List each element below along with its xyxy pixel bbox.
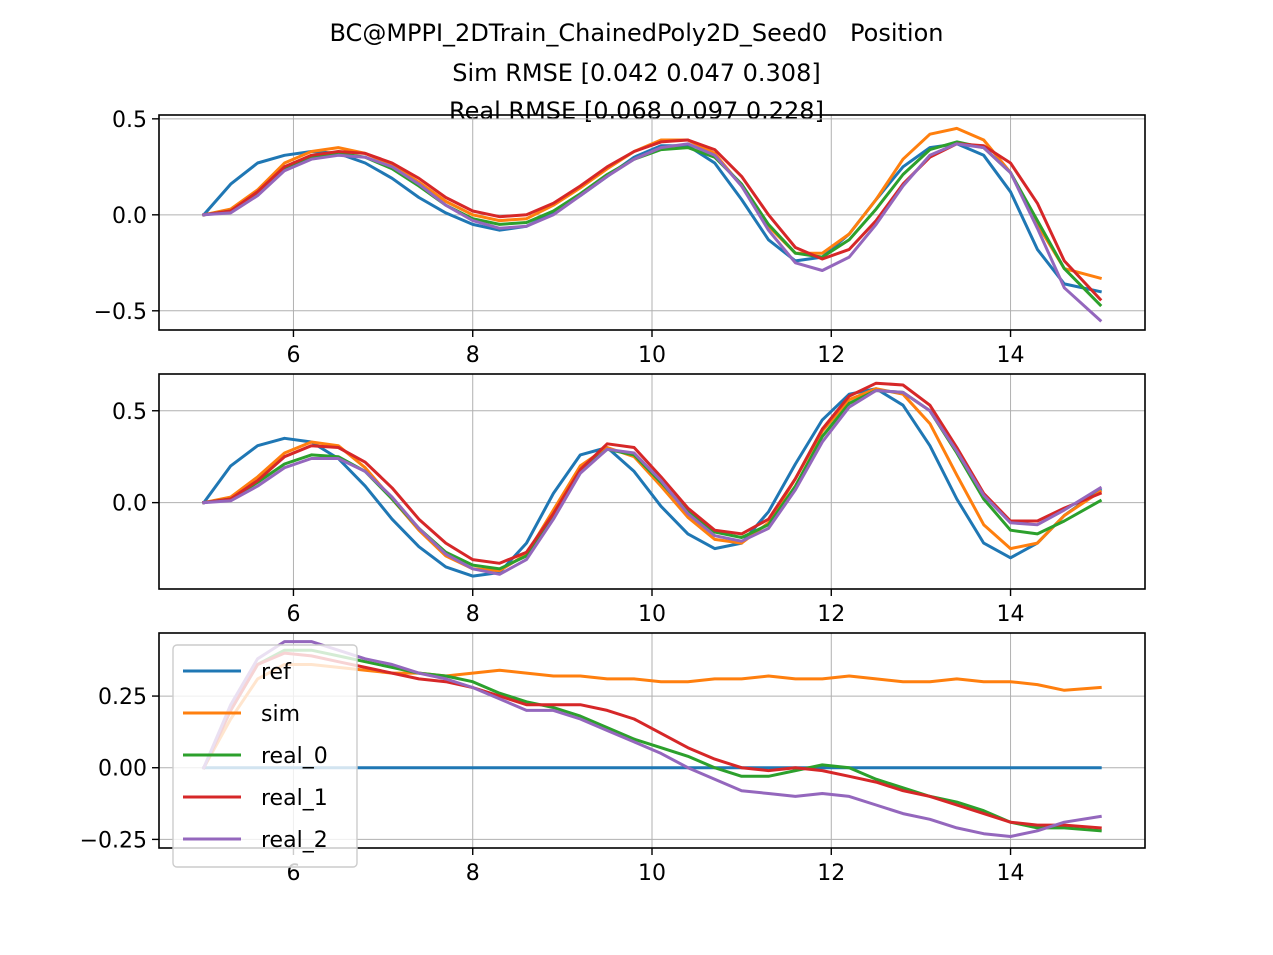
y-tick-label: 0.5 (112, 108, 147, 133)
series-group (201, 381, 1103, 578)
legend-label-sim: sim (261, 702, 300, 727)
x-tick-label: 10 (638, 602, 666, 627)
x-tick-label: 8 (466, 343, 480, 368)
x-tick-label: 10 (638, 861, 666, 886)
legend-label-real_1: real_1 (261, 786, 328, 811)
series-line-ref (201, 387, 1103, 578)
x-tick-label: 6 (286, 602, 300, 627)
figure-title-line-2: Sim RMSE [0.042 0.047 0.308] (452, 59, 821, 87)
legend-label-ref: ref (261, 660, 292, 685)
figure-title-line-3: Real RMSE [0.068 0.097 0.228] (449, 97, 824, 125)
x-tick-label: 12 (817, 861, 845, 886)
y-tick-label: 0.0 (112, 204, 147, 229)
legend: ref sim real_0 real_1 real_2 (172, 644, 358, 868)
legend-label-real_0: real_0 (261, 744, 328, 769)
series-line-real_2 (202, 389, 1103, 576)
figure-title-line-1: BC@MPPI_2DTrain_ChainedPoly2D_Seed0 Posi… (329, 19, 944, 47)
y-tick-label: 0.0 (112, 492, 147, 517)
y-tick-label: −0.25 (80, 828, 147, 853)
y-tick-label: 0.00 (98, 757, 147, 782)
legend-box (172, 644, 358, 868)
subplot-1: 6 8 10 12 14 −0.5 0.0 0.5 (94, 108, 1146, 368)
legend-label-real_2: real_2 (261, 828, 328, 853)
x-tick-label: 8 (466, 602, 480, 627)
x-tick-label: 14 (997, 861, 1025, 886)
y-tick-label: −0.5 (94, 300, 147, 325)
x-tick-label: 10 (638, 343, 666, 368)
x-tick-label: 8 (466, 861, 480, 886)
series-line-sim (202, 387, 1103, 573)
x-tick-label: 6 (286, 343, 300, 368)
series-line-real_1 (202, 381, 1103, 565)
y-tick-label: 0.25 (98, 685, 147, 710)
x-tick-label: 12 (817, 602, 845, 627)
x-tick-label: 14 (997, 602, 1025, 627)
series-line-real_2 (202, 142, 1103, 323)
x-tick-label: 14 (997, 343, 1025, 368)
series-group (201, 126, 1103, 323)
x-tick-label: 12 (817, 343, 845, 368)
subplot-2: 6 8 10 12 14 0.0 0.5 (112, 373, 1146, 627)
y-tick-label: 0.5 (112, 400, 147, 425)
